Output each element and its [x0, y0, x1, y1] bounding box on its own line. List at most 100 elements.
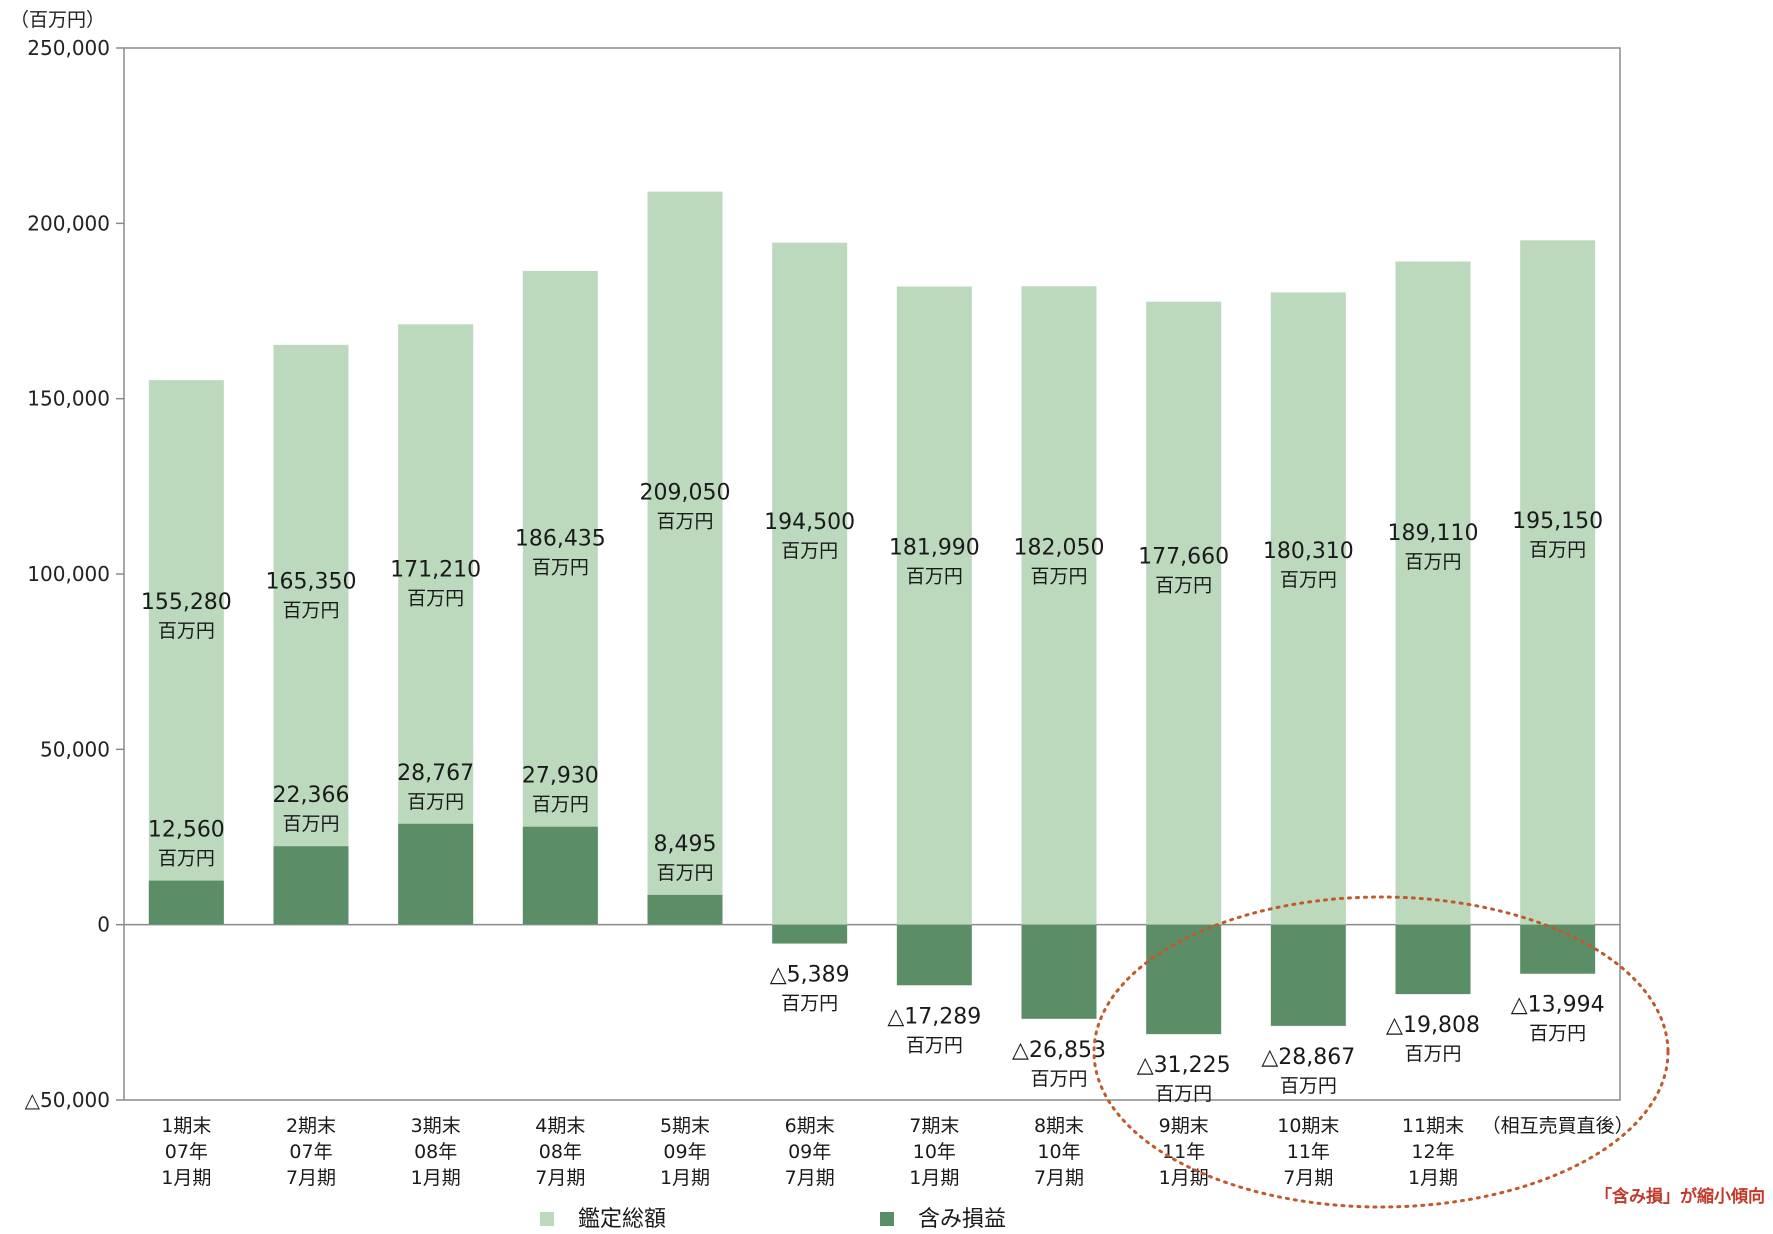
label-unrealized-gain: △5,389 — [770, 963, 850, 988]
y-tick-label: △50,000 — [25, 1088, 110, 1112]
x-axis-label: 1期末 — [161, 1115, 211, 1137]
y-tick-label: 100,000 — [27, 562, 110, 586]
bar-unrealized-gain — [896, 924, 972, 986]
y-axis-unit-label: （百万円） — [10, 9, 105, 31]
bar-appraisal-total — [1520, 240, 1596, 925]
label-appraisal-total-unit: 百万円 — [781, 540, 838, 562]
bar-unrealized-gain — [522, 826, 598, 925]
label-appraisal-total-unit: 百万円 — [407, 587, 464, 609]
x-axis-label: 08年 — [414, 1141, 457, 1163]
legend: 鑑定総額 含み損益 — [540, 1207, 1006, 1232]
y-tick-label: 250,000 — [27, 36, 110, 60]
bar-unrealized-gain — [1146, 924, 1222, 1035]
label-unrealized-gain: 27,930 — [522, 764, 599, 789]
label-unrealized-gain-unit: 百万円 — [1030, 1068, 1087, 1090]
label-appraisal-total-unit: 百万円 — [1155, 574, 1212, 596]
bar-unrealized-gain — [1021, 924, 1097, 1019]
bar-appraisal-total — [1270, 292, 1346, 925]
data-labels: 155,280 百万円 12,560 百万円 165,350 百万円 22,366 百万円 17… — [141, 480, 1605, 1105]
bar-unrealized-gain — [1270, 924, 1346, 1026]
x-axis-label: 1月期 — [161, 1167, 211, 1189]
label-unrealized-gain: △26,853 — [1012, 1038, 1106, 1063]
x-axis-label: 11期末 — [1402, 1115, 1464, 1137]
x-axis-label: 2期末 — [286, 1115, 336, 1137]
label-appraisal-total: 182,050 — [1014, 535, 1105, 560]
label-appraisal-total-unit: 百万円 — [1280, 569, 1337, 591]
x-axis-label: 9期末 — [1159, 1115, 1209, 1137]
label-appraisal-total-unit: 百万円 — [1030, 565, 1087, 587]
y-axis-ticks: 250,000 200,000 150,000 100,000 50,000 0 △50,0… — [25, 36, 124, 1112]
label-appraisal-total: 171,210 — [390, 557, 481, 582]
x-axis-label: 7月期 — [1283, 1167, 1333, 1189]
label-appraisal-total-unit: 百万円 — [656, 510, 713, 532]
label-unrealized-gain: 22,366 — [273, 783, 350, 808]
x-axis-label: 07年 — [289, 1141, 332, 1163]
x-axis-label: 12年 — [1411, 1141, 1454, 1163]
label-unrealized-gain-unit: 百万円 — [656, 862, 713, 884]
x-axis-label: 7月期 — [535, 1167, 585, 1189]
bar-appraisal-total — [772, 242, 848, 925]
label-appraisal-total: 165,350 — [266, 569, 357, 594]
x-axis-label: 09年 — [788, 1141, 831, 1163]
bar-unrealized-gain — [148, 880, 224, 925]
y-tick-label: 0 — [97, 913, 110, 937]
bar-appraisal-total — [647, 191, 723, 925]
x-axis-label: （相互売買直後） — [1482, 1115, 1634, 1137]
bar-unrealized-gain — [1520, 924, 1596, 974]
label-unrealized-gain-unit: 百万円 — [781, 993, 838, 1015]
x-axis-label: 1月期 — [411, 1167, 461, 1189]
label-appraisal-total: 181,990 — [889, 536, 980, 561]
label-appraisal-total: 194,500 — [764, 510, 855, 535]
label-unrealized-gain: 12,560 — [148, 818, 225, 843]
legend-label: 含み損益 — [918, 1207, 1006, 1232]
label-appraisal-total: 195,150 — [1512, 509, 1603, 534]
label-appraisal-total-unit: 百万円 — [282, 599, 339, 621]
label-unrealized-gain: △19,808 — [1386, 1013, 1480, 1038]
legend-label: 鑑定総額 — [578, 1207, 666, 1232]
y-tick-label: 50,000 — [40, 737, 110, 761]
x-axis-label: 7月期 — [785, 1167, 835, 1189]
bar-appraisal-total — [1395, 261, 1471, 925]
bar-appraisal-total — [1021, 286, 1097, 925]
label-appraisal-total-unit: 百万円 — [1404, 551, 1461, 573]
x-axis-label: 3期末 — [411, 1115, 461, 1137]
label-appraisal-total: 155,280 — [141, 590, 232, 615]
label-unrealized-gain-unit: 百万円 — [532, 794, 589, 816]
label-appraisal-total-unit: 百万円 — [1529, 539, 1586, 561]
bar-appraisal-total — [522, 270, 598, 925]
label-appraisal-total: 209,050 — [640, 480, 731, 505]
highlight-ellipse — [1092, 895, 1670, 1209]
legend-swatch — [540, 1212, 554, 1226]
label-appraisal-total: 177,660 — [1138, 544, 1229, 569]
label-unrealized-gain: 28,767 — [397, 761, 474, 786]
x-axis-label: 8期末 — [1034, 1115, 1084, 1137]
x-axis-label: 11年 — [1287, 1141, 1330, 1163]
bar-appraisal-total — [273, 344, 349, 925]
bar-unrealized-gain — [398, 823, 474, 925]
label-appraisal-total-unit: 百万円 — [532, 556, 589, 578]
x-axis-label: 10年 — [913, 1141, 956, 1163]
x-axis-label: 7月期 — [286, 1167, 336, 1189]
label-unrealized-gain: △13,994 — [1511, 993, 1605, 1018]
y-tick-label: 150,000 — [27, 387, 110, 411]
bar-appraisal-total — [148, 380, 224, 925]
x-axis-label: 6期末 — [785, 1115, 835, 1137]
label-appraisal-total: 180,310 — [1263, 539, 1354, 564]
label-appraisal-total: 186,435 — [515, 526, 606, 551]
label-unrealized-gain-unit: 百万円 — [282, 813, 339, 835]
x-axis-label: 1月期 — [1159, 1167, 1209, 1189]
label-unrealized-gain: 8,495 — [654, 832, 717, 857]
label-unrealized-gain: △31,225 — [1137, 1053, 1231, 1078]
x-axis-label: 7月期 — [1034, 1167, 1084, 1189]
label-unrealized-gain-unit: 百万円 — [158, 848, 215, 870]
label-unrealized-gain-unit: 百万円 — [1155, 1083, 1212, 1105]
x-axis-labels: 1期末 07年 1月期 2期末 07年 7月期 3期末 08年 1月期 4期末 08年 7月期 5期末 0… — [161, 1115, 1633, 1189]
label-unrealized-gain: △17,289 — [887, 1004, 981, 1029]
x-axis-label: 09年 — [663, 1141, 706, 1163]
bar-unrealized-gain — [647, 894, 723, 925]
legend-swatch — [880, 1212, 894, 1226]
bar-appraisal-total — [896, 286, 972, 925]
label-appraisal-total-unit: 百万円 — [158, 620, 215, 642]
bar-unrealized-gain — [772, 924, 848, 944]
